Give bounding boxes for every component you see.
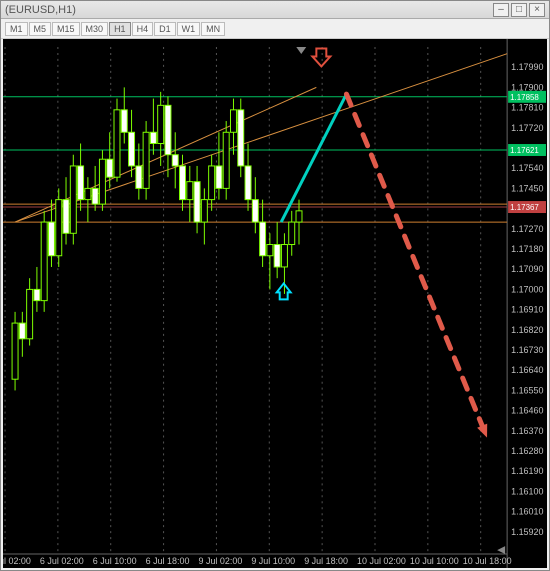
chart-svg[interactable]: 1.15920 1.16010 1.16100 1.16190 1.16280 1.163… [3, 39, 547, 568]
svg-text:1.17000: 1.17000 [511, 284, 543, 294]
close-button[interactable]: × [529, 3, 545, 17]
svg-text:1.16460: 1.16460 [511, 406, 543, 416]
timeframe-M5[interactable]: M5 [29, 22, 52, 36]
svg-text:1.15920: 1.15920 [511, 527, 543, 537]
svg-text:1.16550: 1.16550 [511, 385, 543, 395]
svg-text:1.16640: 1.16640 [511, 365, 543, 375]
timeframe-M30[interactable]: M30 [81, 22, 109, 36]
svg-text:1.16910: 1.16910 [511, 305, 543, 315]
svg-text:1.16730: 1.16730 [511, 345, 543, 355]
svg-text:1.17621: 1.17621 [510, 146, 539, 155]
svg-text:1.16010: 1.16010 [511, 507, 543, 517]
svg-text:1.17180: 1.17180 [511, 244, 543, 254]
svg-text:5 Jul 02:00: 5 Jul 02:00 [3, 556, 31, 566]
svg-text:6 Jul 10:00: 6 Jul 10:00 [93, 556, 137, 566]
svg-text:1.17720: 1.17720 [511, 123, 543, 133]
svg-text:1.16190: 1.16190 [511, 466, 543, 476]
timeframe-bar: M1M5M15M30H1H4D1W1MN [1, 19, 549, 39]
timeframe-MN[interactable]: MN [201, 22, 225, 36]
svg-text:9 Jul 10:00: 9 Jul 10:00 [251, 556, 295, 566]
svg-text:1.17540: 1.17540 [511, 163, 543, 173]
svg-text:1.17450: 1.17450 [511, 183, 543, 193]
chart-area[interactable]: 1.15920 1.16010 1.16100 1.16190 1.16280 1.163… [3, 39, 547, 568]
window-title: (EURUSD,H1) [5, 4, 491, 16]
svg-text:1.17990: 1.17990 [511, 62, 543, 72]
timeframe-D1[interactable]: D1 [154, 22, 176, 36]
svg-text:1.17090: 1.17090 [511, 264, 543, 274]
svg-text:1.16820: 1.16820 [511, 325, 543, 335]
timeframe-W1[interactable]: W1 [177, 22, 201, 36]
svg-text:6 Jul 02:00: 6 Jul 02:00 [40, 556, 84, 566]
timeframe-M15[interactable]: M15 [52, 22, 80, 36]
svg-text:9 Jul 02:00: 9 Jul 02:00 [198, 556, 242, 566]
svg-text:1.16280: 1.16280 [511, 446, 543, 456]
svg-text:1.17858: 1.17858 [510, 93, 539, 102]
timeframe-H4[interactable]: H4 [132, 22, 154, 36]
svg-text:10 Jul 10:00: 10 Jul 10:00 [410, 556, 459, 566]
svg-text:10 Jul 18:00: 10 Jul 18:00 [463, 556, 512, 566]
svg-text:1.17810: 1.17810 [511, 103, 543, 113]
svg-text:9 Jul 18:00: 9 Jul 18:00 [304, 556, 348, 566]
timeframe-H1[interactable]: H1 [109, 22, 131, 36]
chart-window: (EURUSD,H1) – □ × M1M5M15M30H1H4D1W1MN 1… [0, 0, 550, 571]
svg-text:6 Jul 18:00: 6 Jul 18:00 [146, 556, 190, 566]
timeframe-M1[interactable]: M1 [5, 22, 28, 36]
svg-text:10 Jul 02:00: 10 Jul 02:00 [357, 556, 406, 566]
svg-text:1.17367: 1.17367 [510, 203, 539, 212]
svg-text:1.16370: 1.16370 [511, 426, 543, 436]
minimize-button[interactable]: – [493, 3, 509, 17]
svg-text:1.17270: 1.17270 [511, 224, 543, 234]
maximize-button[interactable]: □ [511, 3, 527, 17]
svg-text:1.16100: 1.16100 [511, 486, 543, 496]
titlebar: (EURUSD,H1) – □ × [1, 1, 549, 19]
